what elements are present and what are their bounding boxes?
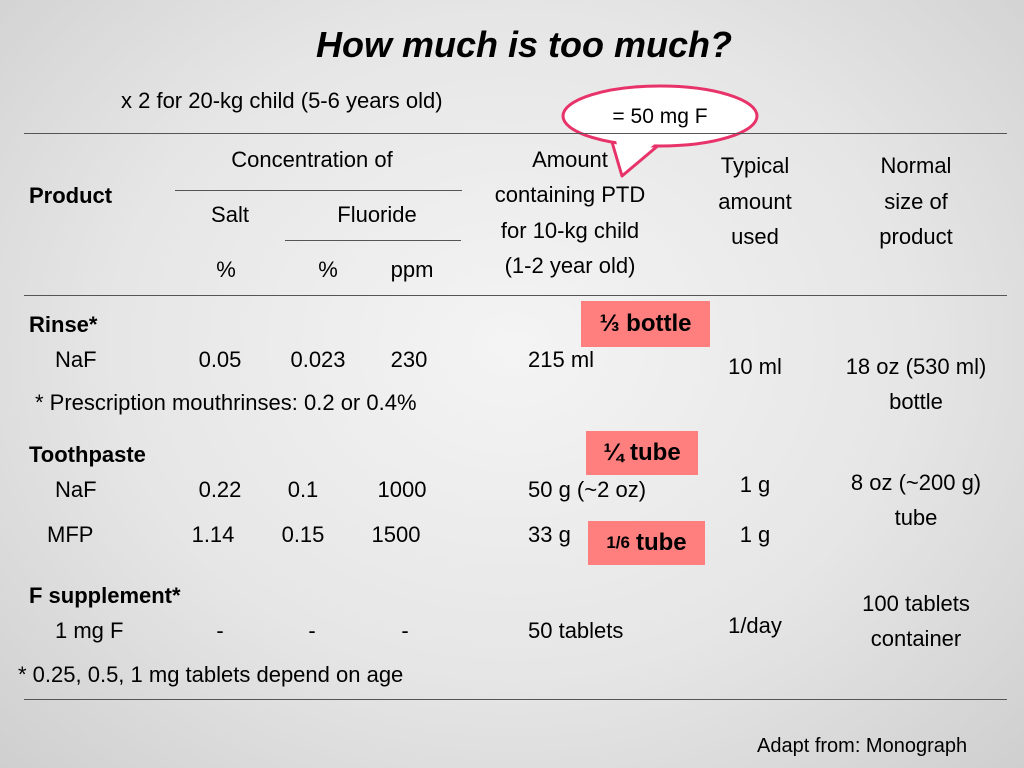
header-product: Product <box>29 183 113 208</box>
supplement-typical: 1/day <box>728 613 782 638</box>
toothpaste-naf-fluoride-pct: 0.1 <box>287 477 319 502</box>
subtitle: x 2 for 20-kg child (5-6 years old) <box>121 88 443 113</box>
header-normal-line: size of <box>884 189 948 214</box>
supplement-normal-line: 100 tablets <box>862 591 970 616</box>
header-salt-unit: % <box>216 257 236 282</box>
header-typical-line: used <box>731 224 779 249</box>
header-fluoride-pct-unit: % <box>318 257 338 282</box>
callout-text: = 50 mg F <box>612 105 708 128</box>
toothpaste-naf-salt: 0.22 <box>198 477 242 502</box>
badge-fraction: 1/6 <box>606 533 630 552</box>
toothpaste-naf-ppm: 1000 <box>377 477 427 502</box>
rinse-normal-line: bottle <box>889 389 943 414</box>
toothpaste-naf-amount: 50 g (~2 oz) <box>528 477 647 502</box>
toothpaste-mfp-badge: 1/6 tube <box>588 521 705 565</box>
header-typical-line: Typical <box>720 153 790 178</box>
toothpaste-naf-typical: 1 g <box>739 472 771 497</box>
toothpaste-label: Toothpaste <box>29 442 146 467</box>
toothpaste-normal-line: tube <box>894 505 938 530</box>
rinse-ppm: 230 <box>390 347 428 372</box>
header-amount-line: Amount <box>532 147 608 172</box>
header-salt: Salt <box>211 202 249 227</box>
supplement-amount: 50 tablets <box>528 618 624 643</box>
supplement-note: * 0.25, 0.5, 1 mg tablets depend on age <box>18 662 404 687</box>
rinse-amount: 215 ml <box>528 347 595 372</box>
toothpaste-mfp-amount: 33 g <box>528 522 571 547</box>
header-normal-line: product <box>879 224 953 249</box>
rinse-normal-line: 18 oz (530 ml) <box>845 354 987 379</box>
header-concentration: Concentration of <box>231 147 393 172</box>
rinse-label: Rinse* <box>29 312 98 337</box>
rule-bottom <box>24 699 1007 700</box>
toothpaste-naf-name: NaF <box>55 477 97 502</box>
header-fluoride: Fluoride <box>337 202 417 227</box>
header-normal-line: Normal <box>880 153 952 178</box>
supplement-normal-line: container <box>870 626 962 651</box>
supplement-ppm: - <box>401 618 409 643</box>
rinse-fluoride-pct: 0.023 <box>290 347 346 372</box>
supplement-salt: - <box>216 618 224 643</box>
callout-bubble <box>561 84 759 178</box>
rinse-typical: 10 ml <box>728 354 782 379</box>
toothpaste-mfp-ppm: 1500 <box>371 522 421 547</box>
rule-header-bottom <box>24 295 1007 296</box>
page-title: How much is too much? <box>315 24 733 65</box>
rinse-badge: ⅓ bottle <box>581 301 710 347</box>
source-credit: Adapt from: Monograph <box>757 735 968 757</box>
toothpaste-normal-line: 8 oz (~200 g) <box>850 470 982 495</box>
rinse-salt: 0.05 <box>198 347 242 372</box>
header-fluoride-ppm-unit: ppm <box>390 257 434 282</box>
header-amount-line: (1-2 year old) <box>504 253 636 278</box>
badge-word: tube <box>635 529 687 556</box>
header-amount-line: containing PTD <box>494 182 646 207</box>
toothpaste-mfp-typical: 1 g <box>739 522 771 547</box>
rinse-name: NaF <box>55 347 97 372</box>
rinse-note: * Prescription mouthrinses: 0.2 or 0.4% <box>35 390 417 415</box>
toothpaste-naf-badge: ¼ tube <box>586 431 698 475</box>
supplement-fluoride-pct: - <box>308 618 316 643</box>
supplement-name: 1 mg F <box>55 618 124 643</box>
rule-concentration <box>175 190 462 191</box>
supplement-label: F supplement* <box>29 583 181 608</box>
toothpaste-mfp-salt: 1.14 <box>191 522 235 547</box>
header-amount-line: for 10-kg child <box>500 218 640 243</box>
toothpaste-mfp-fluoride-pct: 0.15 <box>281 522 325 547</box>
header-typical-line: amount <box>718 189 792 214</box>
rule-top <box>24 133 1007 134</box>
rule-fluoride <box>285 240 461 241</box>
toothpaste-mfp-name: MFP <box>47 522 94 547</box>
